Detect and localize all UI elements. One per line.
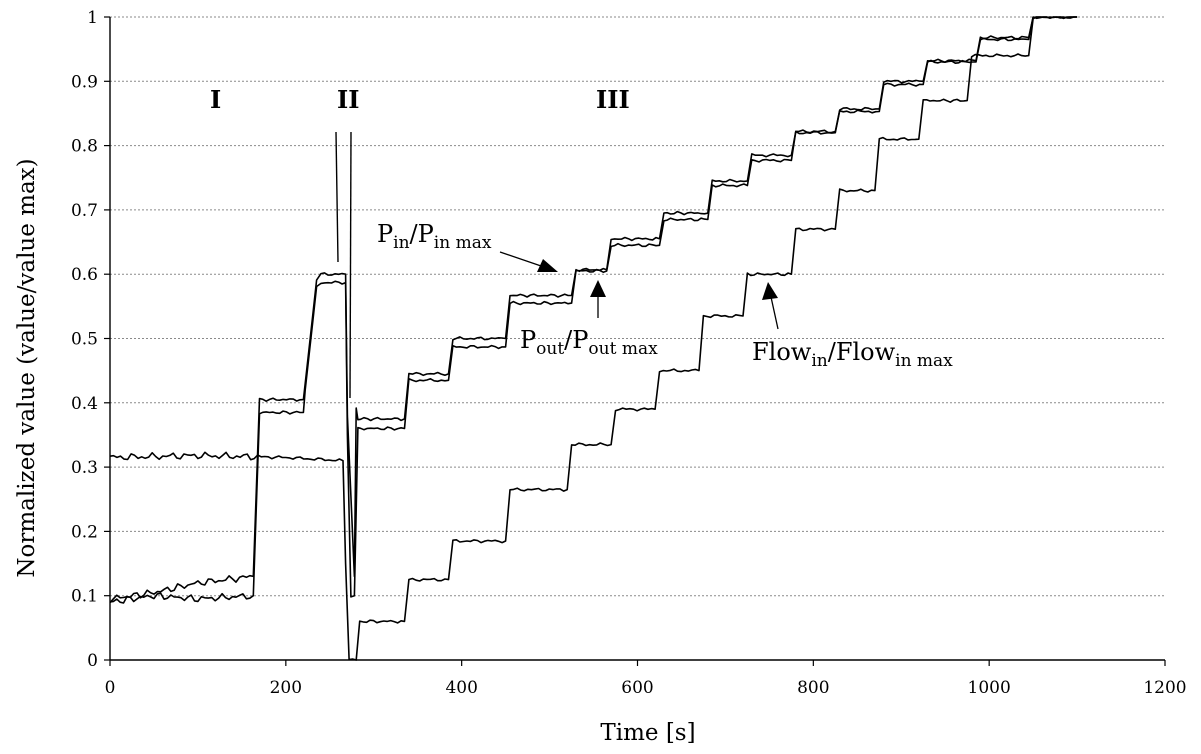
region-label-ii: II <box>337 85 359 114</box>
series-line <box>109 16 1078 604</box>
arrow-p-in-shaft <box>499 251 545 268</box>
arrow-p-out-head <box>590 280 606 297</box>
y-tick-label: 0.4 <box>71 394 98 414</box>
y-tick-labels: 0 0.1 0.2 0.3 0.4 0.5 0.6 0.7 0.8 0.9 1 <box>71 8 98 671</box>
y-tick-label: 0.9 <box>71 72 98 92</box>
series-line <box>109 16 1078 604</box>
y-tick-label: 1 <box>87 8 98 28</box>
x-tick-label: 1200 <box>1143 678 1186 698</box>
y-tick-label: 0.5 <box>71 330 98 350</box>
x-tick-label: 200 <box>270 678 302 698</box>
y-tick-label: 0.6 <box>71 265 98 285</box>
x-tick-labels: 0 200 400 600 800 1000 1200 <box>105 678 1187 698</box>
x-axis-title: Time [s] <box>600 720 695 746</box>
x-tick-label: 0 <box>105 678 116 698</box>
y-axis-title: Normalized value (value/value max) <box>14 158 40 577</box>
region-label-i: I <box>210 85 221 114</box>
y-tick-label: 0.3 <box>71 458 98 478</box>
series-line <box>109 16 1078 661</box>
x-tick-label: 600 <box>621 678 653 698</box>
y-tick-label: 0.8 <box>71 137 98 157</box>
annotation-p-in: Pin/Pin max <box>377 220 492 253</box>
axes <box>104 16 1166 666</box>
region-divider-left <box>335 131 339 263</box>
region-label-iii: III <box>596 85 630 114</box>
annotation-flow-in: Flowin/Flowin max <box>752 338 953 371</box>
arrow-flow-in-head <box>762 282 778 300</box>
x-tick-label: 400 <box>445 678 477 698</box>
y-tick-label: 0 <box>87 651 98 671</box>
y-tick-label: 0.2 <box>71 522 98 542</box>
arrow-flow-in-shaft <box>770 296 779 330</box>
arrow-p-in-head <box>537 259 558 272</box>
series-lines <box>109 16 1078 661</box>
y-tick-label: 0.7 <box>71 201 98 221</box>
x-tick-label: 1000 <box>968 678 1011 698</box>
x-tick-label: 800 <box>797 678 829 698</box>
y-tick-label: 0.1 <box>71 587 98 607</box>
annotation-p-out: Pout/Pout max <box>520 326 658 359</box>
region-divider-right <box>349 131 352 399</box>
